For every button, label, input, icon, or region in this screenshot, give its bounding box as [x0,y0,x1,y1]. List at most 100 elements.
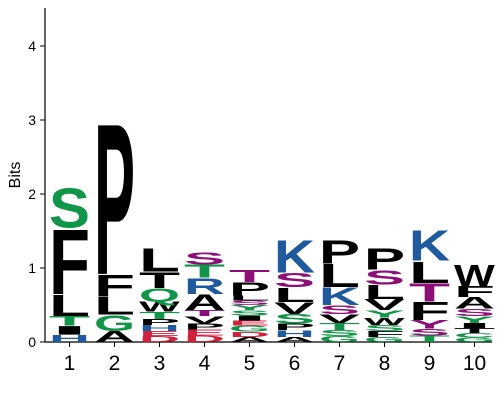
x-tick-label: 3 [154,352,166,375]
logo-letter-p: P [319,234,360,271]
logo-letter-a: A [229,335,270,343]
logo-letter-e: E [139,330,180,338]
logo-letter-s: S [454,307,495,318]
logo-letter-s: S [184,248,225,268]
x-tick-label: 5 [244,352,256,375]
logo-letter-l: L [274,283,315,306]
logo-letter-r: R [184,274,225,299]
logo-letter-a: A [184,290,225,315]
logo-letter-i: I [49,324,90,338]
logo-letter-p: P [274,322,315,332]
logo-letter-p: P [94,78,135,320]
logo-letter-l: L [94,291,135,320]
logo-letter-f: F [49,211,90,314]
x-tick-label: 8 [379,352,391,375]
logo-letter-f: F [454,283,495,300]
logo-letter-t: T [319,321,360,332]
y-tick-label: 2 [28,186,36,202]
logo-letter-s: S [229,299,270,306]
logo-letter-t: T [229,267,270,286]
logo-letter-t: T [139,268,181,293]
logo-letter-e: E [184,328,225,337]
logo-letter-w: W [364,316,405,327]
logo-letter-a: A [274,335,315,343]
x-tick-label: 9 [424,352,436,375]
logo-letter-t: T [139,310,180,321]
x-tick-label: 10 [463,352,486,375]
logo-letter-s: S [49,177,90,240]
logo-letter-v: V [364,297,405,314]
y-ticks: 0 1 2 3 4 [28,38,45,350]
logo-letter-g: G [454,336,495,343]
logo-letter-q: Q [139,285,180,306]
logo-letter-g: G [94,310,135,336]
x-tick-label: 6 [289,352,301,375]
logo-letter-t: T [184,309,225,318]
logo-letter-i: I [454,321,495,329]
logo-letter-y: Y [364,308,405,319]
x-ticks: 1 2 3 4 5 6 7 8 9 10 [64,342,486,375]
logo-letter-l: L [49,289,90,323]
y-axis-label: Bits [7,162,24,189]
x-tick-label: 7 [334,352,346,375]
logo-letter-l: L [409,256,450,290]
logo-letter-e: E [229,319,270,327]
logo-letter-h: H [49,333,90,345]
logo-letter-v: V [274,299,315,317]
x-tick-label: 2 [109,352,121,375]
logo-letter-t: T [184,261,225,282]
logo-letter-l: L [229,294,270,302]
logo-letter-d: D [184,334,225,344]
logo-letters: HITLFSAGLFPDEHPTWQTLDEPVTARTSADGEISYSLPT… [49,78,495,345]
logo-letter-d: D [229,330,270,338]
logo-letter-p: P [184,322,225,331]
logo-letter-d: D [139,334,180,343]
logo-letter-v: V [184,314,225,325]
logo-letter-y: Y [454,315,495,325]
logo-letter-f: F [409,297,450,326]
logo-letter-y: Y [409,318,450,332]
logo-letter-c: C [454,332,495,339]
logo-letter-w: W [454,258,495,293]
y-tick-label: 0 [28,334,36,350]
logo-letter-p: P [229,279,270,300]
y-tick-label: 4 [28,38,36,54]
logo-letter-k: K [274,230,315,282]
x-tick-label: 1 [64,352,76,375]
y-tick-label: 3 [28,112,36,128]
logo-letter-w: W [139,299,181,315]
logo-letter-k: K [409,221,450,270]
logo-letter-s: S [319,303,360,317]
logo-letter-g: G [229,324,270,333]
logo-letter-g: G [319,335,360,344]
logo-letter-s: S [409,327,450,337]
logo-letter-t: T [409,278,450,307]
logo-letter-f: F [364,330,405,339]
logo-letter-s: S [274,312,315,327]
logo-letter-y: Y [229,304,270,312]
logo-letter-s: S [364,324,405,333]
logo-letter-s: S [319,329,360,338]
logo-letter-p: P [364,242,405,276]
x-tick-label: 4 [199,352,211,375]
logo-letter-g: G [364,335,405,343]
logo-letter-l: L [139,242,180,279]
logo-letter-t: T [409,334,450,344]
y-tick-label: 1 [28,260,36,276]
logo-letter-t: T [454,327,495,335]
logo-letter-p: P [139,318,180,327]
logo-letter-k: K [319,283,361,311]
logo-letter-l: L [319,258,360,295]
logo-letter-l: L [364,280,405,303]
logo-letter-s: S [229,309,270,317]
logo-letter-a: A [454,294,495,312]
logo-letter-v: V [319,312,361,326]
logo-letter-h: H [139,323,180,332]
logo-letter-i: I [229,314,270,322]
logo-letter-s: S [364,266,405,289]
logo-letter-a: A [94,328,135,345]
logo-letter-f: F [94,269,135,303]
logo-letter-s: S [274,269,315,292]
logo-letter-h: H [274,328,315,338]
